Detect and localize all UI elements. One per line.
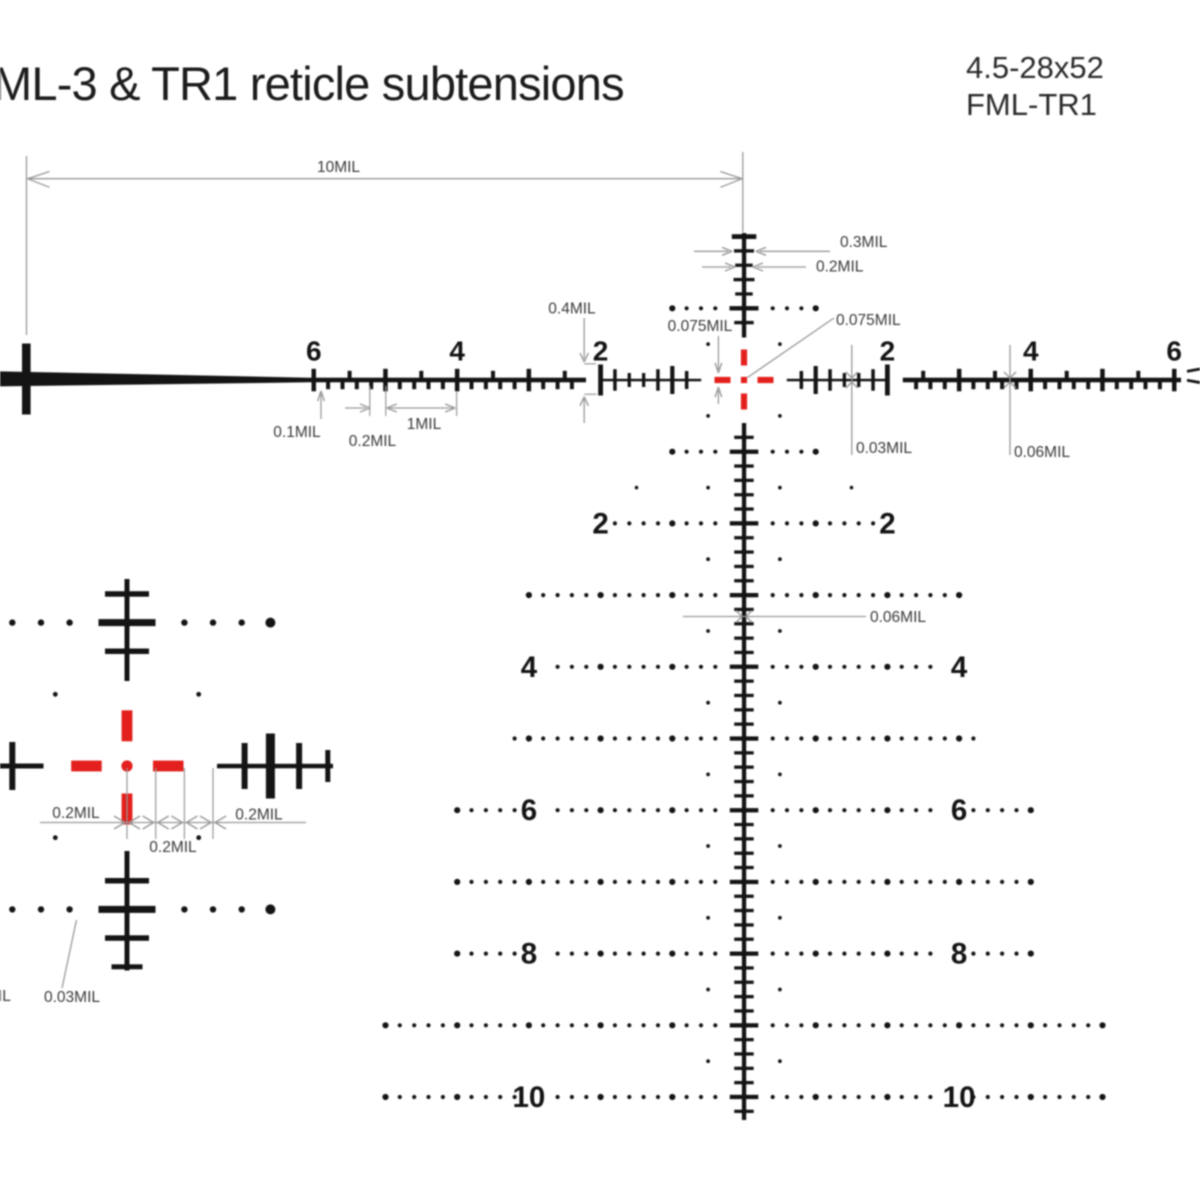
- svg-text:0.03MIL: 0.03MIL: [44, 989, 100, 1006]
- svg-text:0.075MIL: 0.075MIL: [836, 312, 901, 329]
- svg-text:4.5-28x52: 4.5-28x52: [966, 50, 1104, 85]
- svg-text:0.06MIL: 0.06MIL: [1014, 444, 1070, 461]
- svg-text:4: 4: [1023, 336, 1039, 367]
- svg-text:0.3MIL: 0.3MIL: [840, 234, 888, 251]
- svg-text:2: 2: [592, 507, 608, 540]
- svg-text:0.2MIL: 0.2MIL: [349, 433, 397, 450]
- svg-text:2: 2: [880, 336, 896, 367]
- svg-text:0.2MIL: 0.2MIL: [52, 805, 100, 822]
- svg-text:2: 2: [593, 336, 609, 367]
- svg-text:10MIL: 10MIL: [317, 159, 360, 176]
- svg-text:8: 8: [951, 938, 967, 971]
- svg-text:0.4MIL: 0.4MIL: [548, 301, 596, 318]
- svg-text:0.2MIL: 0.2MIL: [816, 259, 864, 276]
- svg-text:10: 10: [943, 1081, 976, 1114]
- svg-text:4: 4: [951, 651, 968, 684]
- svg-text:8: 8: [521, 938, 537, 971]
- svg-text:0.075MIL: 0.075MIL: [668, 318, 733, 335]
- svg-text:0.1MIL: 0.1MIL: [273, 424, 321, 441]
- svg-text:ML-3 & TR1 reticle subtensions: ML-3 & TR1 reticle subtensions: [0, 57, 624, 110]
- svg-text:2: 2: [879, 507, 895, 540]
- svg-text:6: 6: [1166, 336, 1182, 367]
- svg-text:6: 6: [951, 794, 967, 827]
- svg-text:0.06MIL: 0.06MIL: [870, 609, 926, 626]
- svg-text:0.2MIL: 0.2MIL: [235, 807, 283, 824]
- svg-text:1MIL: 1MIL: [407, 416, 442, 433]
- svg-text:4: 4: [449, 336, 465, 367]
- svg-text:0.2MIL: 0.2MIL: [149, 839, 197, 856]
- svg-text:10: 10: [512, 1081, 545, 1114]
- svg-text:IL: IL: [0, 988, 11, 1005]
- svg-text:6: 6: [306, 336, 322, 367]
- svg-text:FML-TR1: FML-TR1: [966, 87, 1097, 122]
- svg-text:0.03MIL: 0.03MIL: [856, 440, 912, 457]
- svg-text:6: 6: [521, 794, 537, 827]
- svg-text:4: 4: [521, 651, 538, 684]
